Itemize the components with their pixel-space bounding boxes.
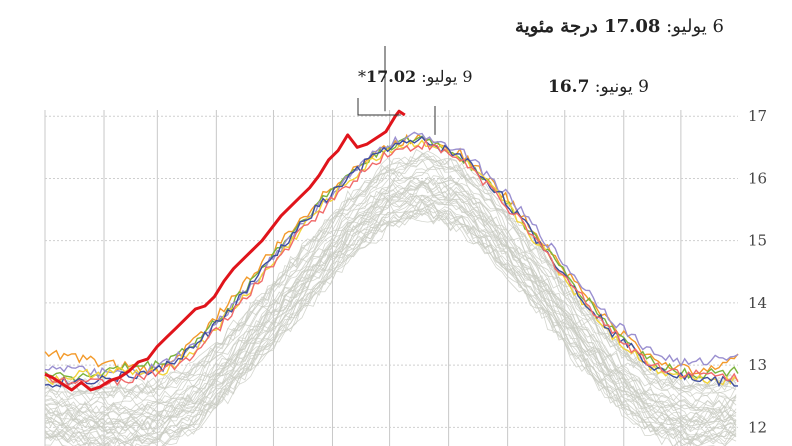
y-tick-label: 13 bbox=[748, 356, 767, 374]
recent-series-line bbox=[44, 138, 739, 387]
history-line bbox=[44, 178, 737, 415]
annotation-suffix: * bbox=[358, 67, 366, 86]
annotation-label: 9 يونيو: 16.7 bbox=[548, 77, 649, 97]
y-tick-label: 15 bbox=[748, 232, 767, 250]
history-line bbox=[44, 200, 737, 445]
history-line bbox=[44, 196, 737, 435]
history-line bbox=[44, 175, 737, 416]
y-tick-label: 14 bbox=[748, 294, 767, 312]
history-line bbox=[44, 192, 737, 432]
history-line bbox=[44, 208, 737, 446]
annotation-prefix: 9 يوليو: bbox=[416, 67, 472, 86]
annotation-value: 17.08 درجة مئوية bbox=[515, 16, 660, 37]
history-line bbox=[44, 204, 737, 446]
history-line bbox=[44, 155, 737, 396]
history-line bbox=[44, 184, 737, 429]
annotation-label: 6 يوليو: 17.08 درجة مئوية bbox=[515, 16, 724, 37]
annotations: 6 يوليو: 17.08 درجة مئوية 9 يوليو: 17.02*… bbox=[357, 16, 724, 135]
y-tick-label: 16 bbox=[748, 169, 767, 187]
recent-series-group bbox=[44, 131, 739, 388]
history-line bbox=[44, 201, 737, 445]
history-line bbox=[44, 194, 737, 436]
history-line bbox=[44, 166, 737, 409]
highlight-series-line bbox=[44, 109, 406, 392]
y-axis-ticks: 12 13 14 15 16 17 bbox=[748, 107, 767, 436]
history-line bbox=[44, 181, 737, 428]
recent-series-line bbox=[44, 136, 738, 388]
history-series-group bbox=[44, 148, 737, 446]
annotation-prefix: 6 يوليو: bbox=[660, 16, 723, 37]
history-line bbox=[44, 158, 737, 399]
annotation-label: 9 يوليو: 17.02* bbox=[358, 67, 473, 86]
annotation-value: 17.02 bbox=[366, 67, 416, 86]
history-line bbox=[44, 158, 737, 402]
recent-series-line bbox=[44, 131, 739, 380]
annotation-value: 16.7 bbox=[548, 77, 589, 97]
highlight-series-group bbox=[44, 109, 406, 392]
history-line bbox=[44, 182, 737, 421]
annotation-leader bbox=[357, 98, 401, 116]
y-tick-label: 17 bbox=[748, 107, 767, 125]
y-tick-label: 12 bbox=[748, 418, 767, 436]
recent-series-line bbox=[44, 139, 739, 386]
history-line bbox=[44, 184, 737, 427]
annotation-prefix: 9 يونيو: bbox=[589, 77, 649, 97]
history-line bbox=[44, 204, 737, 446]
history-line bbox=[44, 194, 737, 435]
